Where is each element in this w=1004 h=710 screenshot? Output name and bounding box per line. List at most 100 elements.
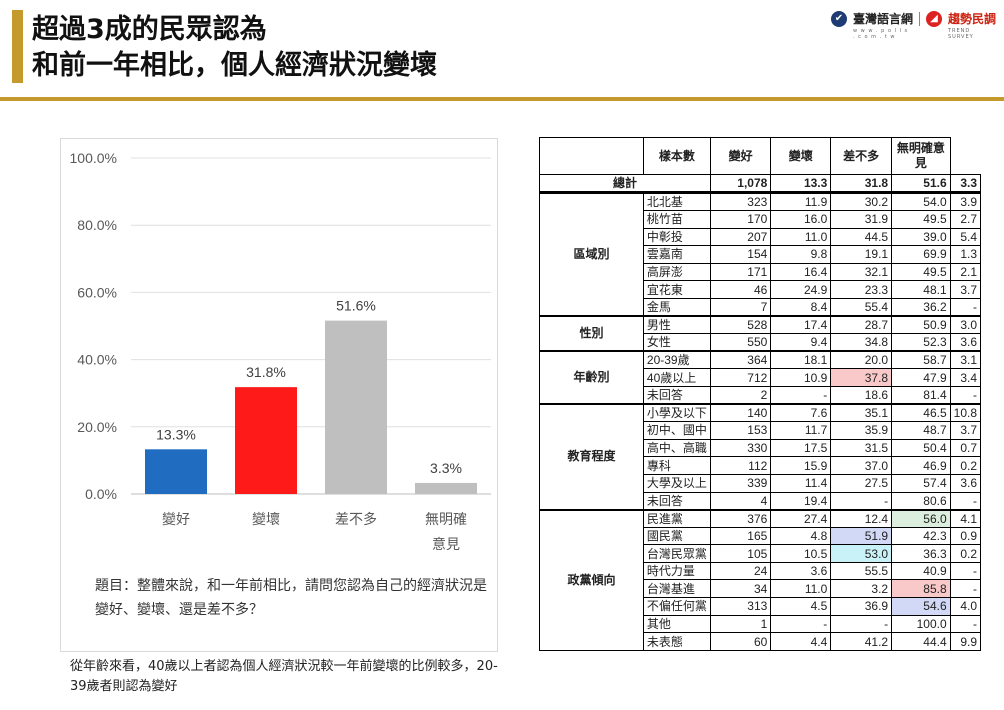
table-cell: 140 — [709, 403, 772, 423]
bar-2 — [235, 387, 297, 494]
row-label: 專科 — [642, 456, 711, 475]
table-cell: 42.3 — [891, 526, 951, 546]
table-cell: 2.7 — [949, 210, 982, 229]
header-cell: 變好 — [709, 137, 772, 175]
header-rule — [0, 97, 1004, 101]
table-cell: 57.4 — [891, 473, 951, 493]
table-cell: 49.5 — [891, 210, 951, 229]
group-label: 年齡別 — [539, 350, 644, 405]
row-label: 宜花東 — [642, 280, 711, 299]
table-cell: 58.7 — [891, 350, 951, 370]
table-cell: 36.2 — [891, 297, 951, 317]
table-cell: 3.1 — [949, 350, 982, 370]
y-tick-label: 20.0% — [77, 419, 117, 435]
header-cell: 變壞 — [770, 137, 832, 175]
table-cell: 11.9 — [770, 191, 832, 211]
table-cell: 18.6 — [830, 385, 893, 405]
table-header-row: 樣本數 變好 變壞 差不多 無明確意見 — [539, 137, 981, 175]
header-cell: 差不多 — [830, 137, 893, 175]
table-cell: 0.9 — [949, 526, 982, 546]
table-cell: 36.3 — [891, 544, 951, 563]
table-cell: 27.5 — [830, 473, 893, 493]
table-cell: 31.5 — [830, 438, 893, 458]
title-line-2: 和前一年相比，個人經濟狀況變壞 — [32, 50, 437, 81]
table-cell: 31.8 — [830, 174, 893, 194]
table-cell: 11.7 — [770, 421, 832, 440]
table-row: 40歲以上 712 10.9 37.8 47.9 3.4 — [540, 368, 982, 387]
row-label: 總計 — [539, 174, 711, 194]
table-cell: - — [949, 385, 982, 405]
table-cell: 55.5 — [830, 561, 893, 581]
bar-3 — [325, 320, 387, 494]
x-category-label: 變壞 — [252, 512, 280, 528]
table-cell: 81.4 — [891, 385, 951, 405]
table-cell: 9.4 — [770, 333, 832, 352]
table-cell: 69.9 — [891, 245, 951, 264]
table-cell: - — [949, 561, 982, 581]
table-row: 不偏任何黨 313 4.5 36.9 54.6 4.0 — [540, 597, 982, 616]
table-cell: 48.7 — [891, 421, 951, 440]
row-label: 台灣民眾黨 — [642, 544, 711, 563]
logo-divider — [918, 11, 920, 26]
table-cell: 3.4 — [949, 368, 982, 387]
table-cell: 17.5 — [770, 438, 832, 458]
table-cell: - — [949, 297, 982, 317]
row-label: 國民黨 — [642, 526, 711, 546]
group-label: 教育程度 — [539, 403, 644, 511]
table-cell: 1,078 — [709, 174, 772, 194]
data-label: 13.3% — [156, 426, 196, 442]
table-row: 大學及以上 339 11.4 27.5 57.4 3.6 — [540, 473, 982, 493]
table-cell: 9.9 — [949, 632, 982, 651]
table-cell: 85.8 — [891, 579, 951, 599]
table-cell: 54.6 — [891, 597, 951, 616]
table-cell: 3.6 — [770, 561, 832, 581]
table-cell: 4.1 — [949, 508, 982, 528]
logo-right-text: 趨勢民調 — [947, 12, 996, 26]
row-label: 不偏任何黨 — [642, 597, 711, 616]
table-cell: 10.5 — [770, 544, 832, 563]
table-cell: 56.0 — [891, 508, 951, 528]
table-cell: 17.4 — [770, 315, 832, 335]
table-cell: 1.3 — [949, 245, 982, 264]
table-cell: 4.5 — [770, 597, 832, 616]
table-cell: 100.0 — [891, 614, 951, 634]
table-row: 專科 112 15.9 37.0 46.9 0.2 — [540, 456, 982, 475]
table-cell: 31.9 — [830, 210, 893, 229]
table-cell: 39.0 — [891, 227, 951, 247]
table-cell: 3.6 — [949, 473, 982, 493]
table-cell: 51.6 — [891, 174, 951, 194]
header-blank — [539, 137, 644, 175]
table-row: 年齡別 20-39歲 364 18.1 20.0 58.7 3.1 — [539, 350, 982, 405]
logo-right-subtext: TREND SURVEY — [947, 28, 974, 40]
total-row: 總計 1,078 13.3 31.8 51.6 3.3 — [539, 174, 982, 194]
table-cell: 4.0 — [949, 597, 982, 616]
table-cell: 0.2 — [949, 544, 982, 563]
table-cell: 3.9 — [949, 191, 982, 211]
table-cell: 7.6 — [770, 403, 832, 423]
x-category-label: 變好 — [162, 512, 190, 528]
summary-caption: 從年齡來看，40歲以上者認為個人經濟狀況較一年前變壞的比例較多，20-39歲者則… — [70, 659, 498, 694]
table-cell: 49.5 — [891, 262, 951, 282]
table-cell: 10.9 — [770, 368, 832, 387]
table-cell: 10.8 — [949, 403, 982, 423]
row-label: 民進黨 — [642, 508, 711, 528]
trend-logo-icon: ◢ — [925, 10, 942, 27]
table-cell: 44.5 — [830, 227, 893, 247]
table-cell: 52.3 — [891, 333, 951, 352]
row-label: 其他 — [642, 614, 711, 634]
table-cell: 3.2 — [830, 579, 893, 599]
bar-chart: 0.0% 20.0% 40.0% 60.0% 80.0% 100.0% 13.3% 變好 31.… — [70, 150, 491, 553]
table-cell: - — [770, 385, 832, 405]
title-accent-bar — [12, 10, 23, 83]
row-label: 大學及以上 — [642, 473, 711, 493]
table-row: 中彰投 207 11.0 44.5 39.0 5.4 — [540, 227, 982, 247]
table-cell: 376 — [709, 508, 772, 528]
row-label: 小學及以下 — [642, 403, 711, 423]
group-label: 政黨傾向 — [539, 508, 644, 651]
table-cell: 170 — [709, 210, 772, 229]
bar-1 — [145, 449, 207, 494]
table-cell: 20.0 — [830, 350, 893, 370]
table-cell: 16.4 — [770, 262, 832, 282]
check-logo-icon: ✔ — [830, 10, 847, 27]
data-label: 31.8% — [246, 364, 286, 380]
